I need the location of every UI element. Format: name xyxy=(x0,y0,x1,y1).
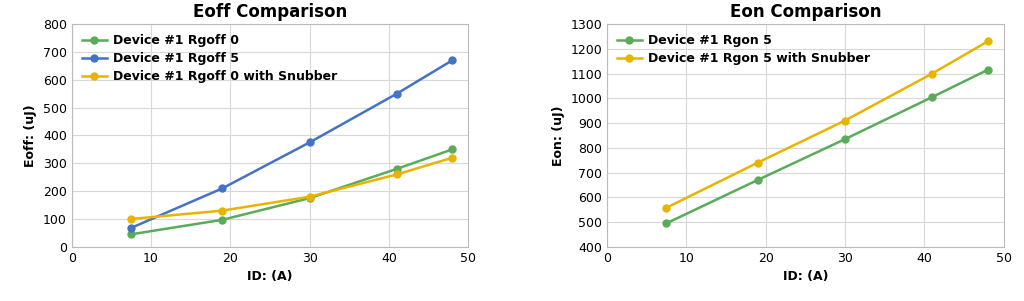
Title: Eon Comparison: Eon Comparison xyxy=(729,3,881,21)
Device #1 Rgoff 5 xyxy=(125,226,137,230)
Device #1 Rgoff 5 xyxy=(391,92,403,95)
Device #1 Rgon 5 xyxy=(660,222,673,225)
Title: Eoff Comparison: Eoff Comparison xyxy=(193,3,347,21)
Y-axis label: Eon: (uJ): Eon: (uJ) xyxy=(552,105,564,166)
Legend: Device #1 Rgon 5, Device #1 Rgon 5 with Snubber: Device #1 Rgon 5, Device #1 Rgon 5 with … xyxy=(613,30,874,69)
Device #1 Rgoff 5 xyxy=(446,58,459,62)
Device #1 Rgon 5 with Snubber xyxy=(926,72,938,75)
Device #1 Rgon 5 xyxy=(926,95,938,99)
Device #1 Rgon 5 with Snubber xyxy=(839,119,851,123)
Line: Device #1 Rgoff 0 with Snubber: Device #1 Rgoff 0 with Snubber xyxy=(128,154,456,222)
Device #1 Rgoff 0 xyxy=(303,196,315,200)
Device #1 Rgoff 0 with Snubber xyxy=(446,156,459,160)
Device #1 Rgoff 0 with Snubber xyxy=(216,209,228,213)
Device #1 Rgoff 5 xyxy=(216,187,228,190)
Device #1 Rgoff 0 with Snubber xyxy=(391,172,403,176)
Device #1 Rgoff 5 xyxy=(303,141,315,144)
Device #1 Rgon 5 xyxy=(982,68,994,72)
Device #1 Rgon 5 with Snubber xyxy=(660,206,673,209)
X-axis label: ID: (A): ID: (A) xyxy=(782,270,828,283)
Line: Device #1 Rgon 5 with Snubber: Device #1 Rgon 5 with Snubber xyxy=(663,38,991,211)
Device #1 Rgon 5 xyxy=(839,137,851,141)
Device #1 Rgon 5 with Snubber xyxy=(752,161,764,164)
Legend: Device #1 Rgoff 0, Device #1 Rgoff 5, Device #1 Rgoff 0 with Snubber: Device #1 Rgoff 0, Device #1 Rgoff 5, De… xyxy=(78,30,341,87)
Y-axis label: Eoff: (uJ): Eoff: (uJ) xyxy=(25,104,37,167)
Line: Device #1 Rgon 5: Device #1 Rgon 5 xyxy=(663,67,991,227)
Device #1 Rgon 5 xyxy=(752,178,764,182)
Device #1 Rgon 5 with Snubber xyxy=(982,40,994,43)
Device #1 Rgoff 0 with Snubber xyxy=(303,195,315,199)
Device #1 Rgoff 0 xyxy=(391,167,403,171)
Line: Device #1 Rgoff 5: Device #1 Rgoff 5 xyxy=(128,57,456,231)
Device #1 Rgoff 0 xyxy=(446,147,459,151)
X-axis label: ID: (A): ID: (A) xyxy=(247,270,293,283)
Device #1 Rgoff 0 with Snubber xyxy=(125,217,137,221)
Device #1 Rgoff 0 xyxy=(216,218,228,222)
Device #1 Rgoff 0 xyxy=(125,232,137,236)
Line: Device #1 Rgoff 0: Device #1 Rgoff 0 xyxy=(128,146,456,238)
